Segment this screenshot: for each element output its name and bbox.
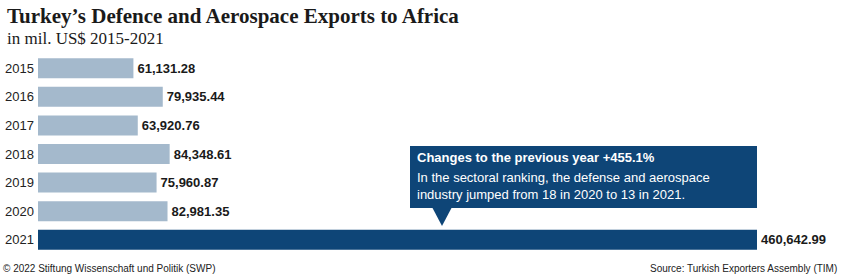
svg-text:industry jumped from 18 in 202: industry jumped from 18 in 2020 to 13 in… — [417, 187, 685, 202]
svg-text:2021: 2021 — [5, 232, 34, 247]
svg-text:61,131.28: 61,131.28 — [137, 61, 195, 76]
svg-text:2017: 2017 — [5, 118, 34, 133]
svg-text:Source: Turkish Exporters Asse: Source: Turkish Exporters Assembly (TIM) — [650, 263, 837, 274]
svg-text:84,348.61: 84,348.61 — [174, 147, 232, 162]
svg-text:2018: 2018 — [5, 147, 34, 162]
svg-text:2020: 2020 — [5, 204, 34, 219]
svg-text:63,920.76: 63,920.76 — [142, 118, 200, 133]
svg-text:2015: 2015 — [5, 61, 34, 76]
svg-text:in mil. US$ 2015-2021: in mil. US$ 2015-2021 — [7, 29, 164, 48]
svg-text:Changes to the previous year +: Changes to the previous year +455.1% — [417, 150, 655, 165]
svg-text:Turkey’s Defence and Aerospace: Turkey’s Defence and Aerospace Exports t… — [7, 4, 459, 28]
svg-text:79,935.44: 79,935.44 — [167, 89, 226, 104]
svg-text:2019: 2019 — [5, 175, 34, 190]
svg-text:75,960.87: 75,960.87 — [161, 175, 219, 190]
svg-text:2016: 2016 — [5, 89, 34, 104]
svg-text:82,981.35: 82,981.35 — [172, 204, 230, 219]
svg-text:460,642.99: 460,642.99 — [761, 232, 826, 247]
svg-text:In the sectoral ranking, the d: In the sectoral ranking, the defense and… — [417, 170, 710, 185]
svg-text:© 2022 Stiftung Wissenschaft u: © 2022 Stiftung Wissenschaft und Politik… — [3, 263, 215, 274]
